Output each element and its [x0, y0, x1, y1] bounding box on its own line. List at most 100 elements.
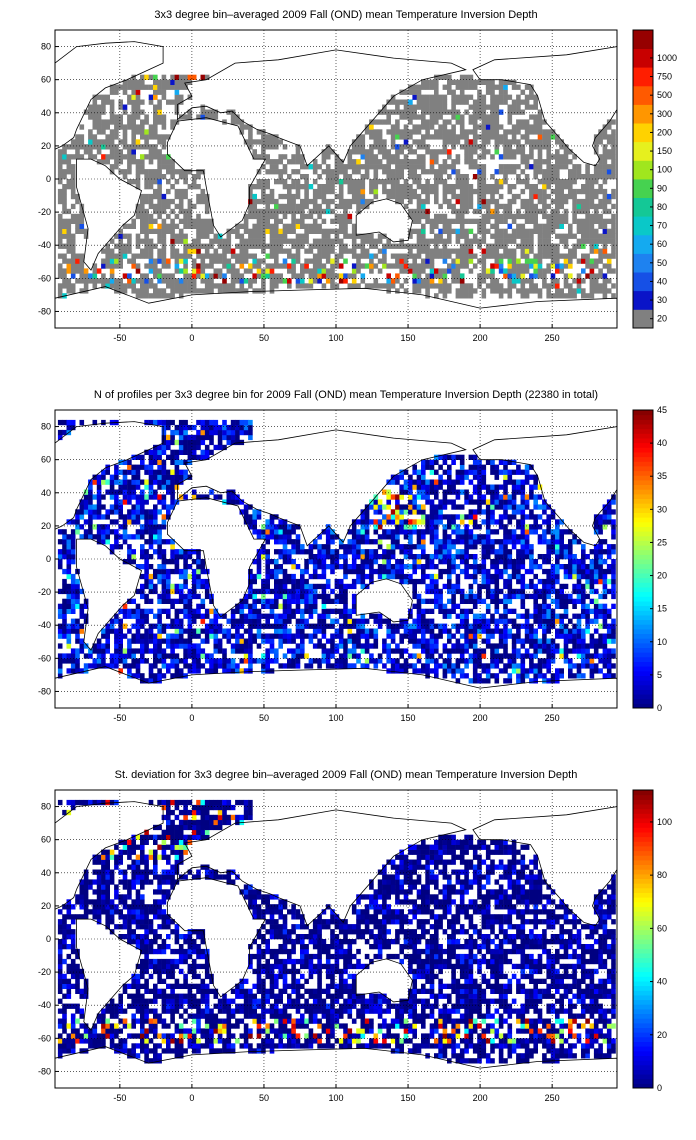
- data-cell: [256, 139, 262, 145]
- data-cell: [390, 568, 396, 575]
- data-cell: [183, 243, 188, 249]
- data-cell: [334, 193, 340, 200]
- data-cell: [265, 154, 270, 160]
- data-cell: [174, 74, 180, 80]
- data-cell: [516, 84, 521, 90]
- data-cell: [153, 509, 158, 515]
- data-cell: [382, 139, 387, 145]
- data-cell: [222, 424, 227, 431]
- data-cell: [581, 243, 586, 249]
- data-cell: [395, 174, 400, 180]
- data-cell: [390, 253, 396, 259]
- data-cell: [390, 519, 396, 525]
- data-cell: [79, 273, 85, 279]
- data-cell: [196, 633, 201, 639]
- data-cell: [70, 549, 76, 555]
- data-cell: [122, 248, 128, 254]
- data-cell: [606, 198, 612, 205]
- data-cell: [334, 174, 340, 180]
- data-cell: [252, 253, 257, 259]
- data-cell: [265, 603, 270, 609]
- data-cell: [563, 144, 569, 150]
- data-cell: [459, 188, 465, 195]
- data-cell: [550, 188, 556, 195]
- data-cell: [351, 169, 357, 175]
- data-cell: [157, 499, 162, 505]
- data-cell: [438, 99, 443, 105]
- data-cell: [131, 134, 136, 140]
- data-cell: [140, 228, 145, 234]
- data-cell: [507, 164, 513, 170]
- data-cell: [472, 164, 478, 170]
- data-cell: [135, 84, 141, 90]
- data-cell: [88, 109, 93, 115]
- data-cell: [377, 613, 383, 619]
- data-cell: [351, 559, 357, 565]
- data-cell: [291, 203, 296, 210]
- data-cell: [204, 198, 210, 205]
- data-cell: [135, 144, 141, 150]
- data-cell: [178, 429, 184, 436]
- data-cell: [611, 139, 616, 145]
- data-cell: [140, 169, 145, 175]
- data-cell: [200, 663, 206, 669]
- data-cell: [390, 628, 396, 634]
- data-cell: [343, 663, 348, 669]
- data-cell: [403, 663, 409, 669]
- data-cell: [239, 509, 245, 515]
- data-cell: [490, 79, 495, 85]
- data-cell: [334, 608, 340, 614]
- data-cell: [261, 208, 266, 215]
- data-cell: [425, 208, 430, 215]
- data-cell: [602, 263, 608, 269]
- data-cell: [537, 169, 543, 175]
- data-cell: [144, 578, 149, 585]
- data-cell: [581, 174, 586, 180]
- data-cell: [79, 628, 85, 634]
- data-cell: [321, 263, 327, 269]
- data-cell: [291, 184, 296, 190]
- data-cell: [485, 253, 491, 259]
- data-cell: [148, 544, 154, 550]
- data-cell: [334, 658, 340, 664]
- data-cell: [330, 198, 335, 205]
- data-cell: [105, 263, 110, 269]
- data-cell: [364, 643, 370, 649]
- data-cell: [135, 179, 141, 185]
- data-cell: [83, 149, 89, 155]
- data-cell: [153, 94, 158, 100]
- data-cell: [321, 208, 327, 215]
- data-cell: [321, 554, 327, 560]
- data-cell: [325, 583, 331, 590]
- data-cell: [438, 74, 443, 80]
- data-cell: [295, 539, 301, 545]
- data-cell: [360, 154, 366, 160]
- data-cell: [118, 169, 123, 175]
- data-cell: [148, 588, 154, 595]
- data-cell: [265, 549, 270, 555]
- data-cell: [537, 159, 543, 165]
- data-cell: [88, 154, 93, 160]
- data-cell: [200, 218, 206, 224]
- data-cell: [606, 174, 612, 180]
- data-cell: [161, 139, 167, 145]
- data-cell: [187, 169, 193, 175]
- data-cell: [79, 253, 85, 259]
- data-cell: [144, 648, 149, 654]
- data-cell: [516, 119, 521, 125]
- data-cell: [321, 243, 327, 249]
- data-cell: [442, 119, 448, 125]
- data-cell: [533, 253, 538, 259]
- data-cell: [157, 598, 162, 604]
- data-cell: [451, 104, 456, 110]
- data-cell: [213, 283, 219, 289]
- data-cell: [66, 593, 72, 600]
- data-cell: [421, 243, 426, 249]
- data-cell: [598, 268, 603, 274]
- data-cell: [472, 174, 478, 180]
- data-cell: [118, 653, 123, 659]
- data-cell: [252, 573, 257, 580]
- data-cell: [334, 164, 340, 170]
- data-cell: [304, 559, 309, 565]
- data-cell: [269, 268, 275, 274]
